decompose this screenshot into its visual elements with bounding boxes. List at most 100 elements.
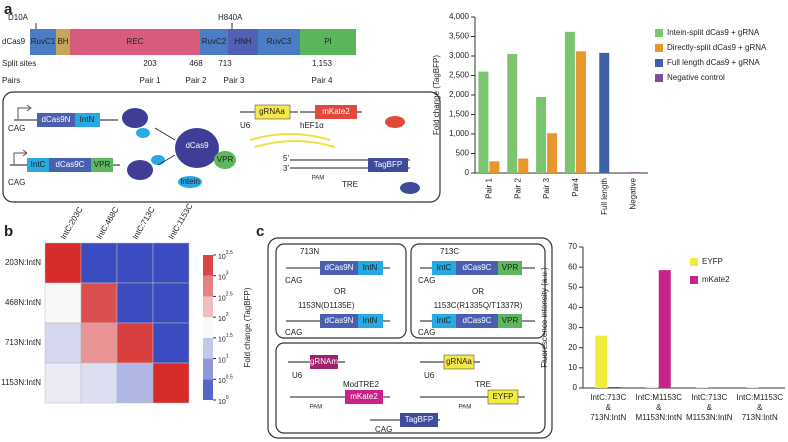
domain-name: REC [127,37,144,46]
frame [267,237,553,439]
protein [385,116,405,128]
label: CAG [8,124,25,133]
bar [575,51,586,173]
legend-label: mKate2 [702,275,730,284]
y-tick-label: 50 [568,282,577,291]
y-tick-label: 713N:IntN [5,338,41,347]
label: 1153N(D1135E) [298,301,355,310]
label: VPR [502,263,519,272]
label: dCas9C [463,316,492,325]
mutation: H840A [218,13,243,22]
bar [645,387,658,388]
split-site: 203 [143,59,157,68]
frame [275,342,546,434]
bar [518,158,529,173]
label: CAG [285,276,302,285]
frame [275,243,407,339]
bar [564,31,575,173]
gene [254,104,291,120]
x-tick-label: IntC:468C [95,205,121,241]
heat-cell [152,242,190,284]
heat-cell [152,282,190,324]
label: PAM [312,176,325,182]
bar [696,387,709,388]
colorbar-tick-label: 100 [218,395,229,406]
heat-cell [80,362,118,404]
protein [400,182,420,194]
heat-cell [152,322,190,364]
pair: Pair 4 [312,76,333,85]
x-tick-label: IntC:1153C [167,202,195,241]
row-label: Pairs [2,76,20,85]
domain [70,29,200,55]
domain [228,29,258,55]
legend-swatch [655,74,663,82]
gene [498,261,522,275]
label: IntC [437,263,452,272]
gene [443,354,475,370]
colorbar-segment [203,358,213,380]
label: dCas9C [56,160,85,169]
bar [759,387,772,388]
label: 713C [440,247,459,256]
pair: Pair 2 [186,76,207,85]
colorbar-tick-label: 103 [218,271,229,282]
x-tick-label: Pair 2 [513,177,522,198]
y-tick-label: 2,500 [449,71,470,80]
gene [27,158,49,172]
row-label: Split sites [2,59,36,68]
gene [498,314,522,328]
x-tick-label: IntC:M1153C & 713N:IntN [736,393,783,422]
bar [599,52,610,173]
gene [91,158,113,172]
promoter [13,149,28,165]
label: CAG [418,276,435,285]
y-tick-label: 1153N:IntN [1,378,41,387]
protein [136,128,150,138]
heat-cell [44,322,82,364]
bar [507,54,518,173]
colorbar-tick-label: 101 [218,354,229,365]
domain [258,29,300,55]
label: dCas9N [325,316,354,325]
gene [75,113,100,127]
x-tick-label: Pair4 [571,177,580,196]
label: VPR [94,160,111,169]
label: OR [334,287,346,296]
y-tick-label: 4,000 [449,12,470,21]
bar [536,96,547,173]
label: gRNAa [446,357,472,366]
legend-label: Intein-split dCas9 + gRNA [667,28,760,37]
heat-cell [116,242,154,284]
label: TagBFP [374,160,402,169]
x-tick-label: Full length [600,178,609,215]
domain-name: BH [57,37,68,46]
label: CAG [375,425,392,434]
bar [478,71,489,173]
gene [432,314,456,328]
heat-cell [44,282,82,324]
heat-cell [44,242,82,284]
heat-cell [152,362,190,404]
domain-name: PI [324,37,332,46]
mutation: D10A [8,13,29,22]
label: ModTRE2 [343,380,380,389]
label: mKate2 [322,107,350,116]
protein [122,108,148,128]
panel-label: a [4,1,13,18]
y-tick-label: 20 [568,343,577,352]
heat-cell [80,322,118,364]
gene [456,261,498,275]
gene [315,105,357,119]
y-tick-label: 30 [568,323,577,332]
y-axis-label: Fold change (TagBFP) [432,55,441,135]
colorbar-tick-label: 100.5 [218,375,233,386]
y-tick-label: 1,000 [449,129,470,138]
label: CAG [418,328,435,337]
colorbar-segment [203,275,213,297]
legend-label: EYFP [702,257,723,266]
bar [547,133,558,173]
label: 1153C(R1335Q/T1337R) [434,301,523,310]
colorbar-segment [203,255,213,276]
panel-label: b [4,223,13,240]
